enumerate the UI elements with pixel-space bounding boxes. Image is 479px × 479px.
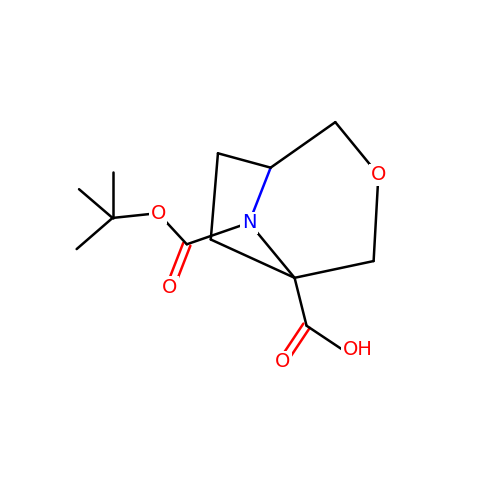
Text: O: O	[162, 278, 178, 297]
Text: OH: OH	[342, 340, 372, 359]
Text: N: N	[242, 213, 256, 232]
Text: O: O	[371, 165, 386, 184]
Text: O: O	[150, 204, 166, 223]
Text: O: O	[275, 352, 290, 371]
